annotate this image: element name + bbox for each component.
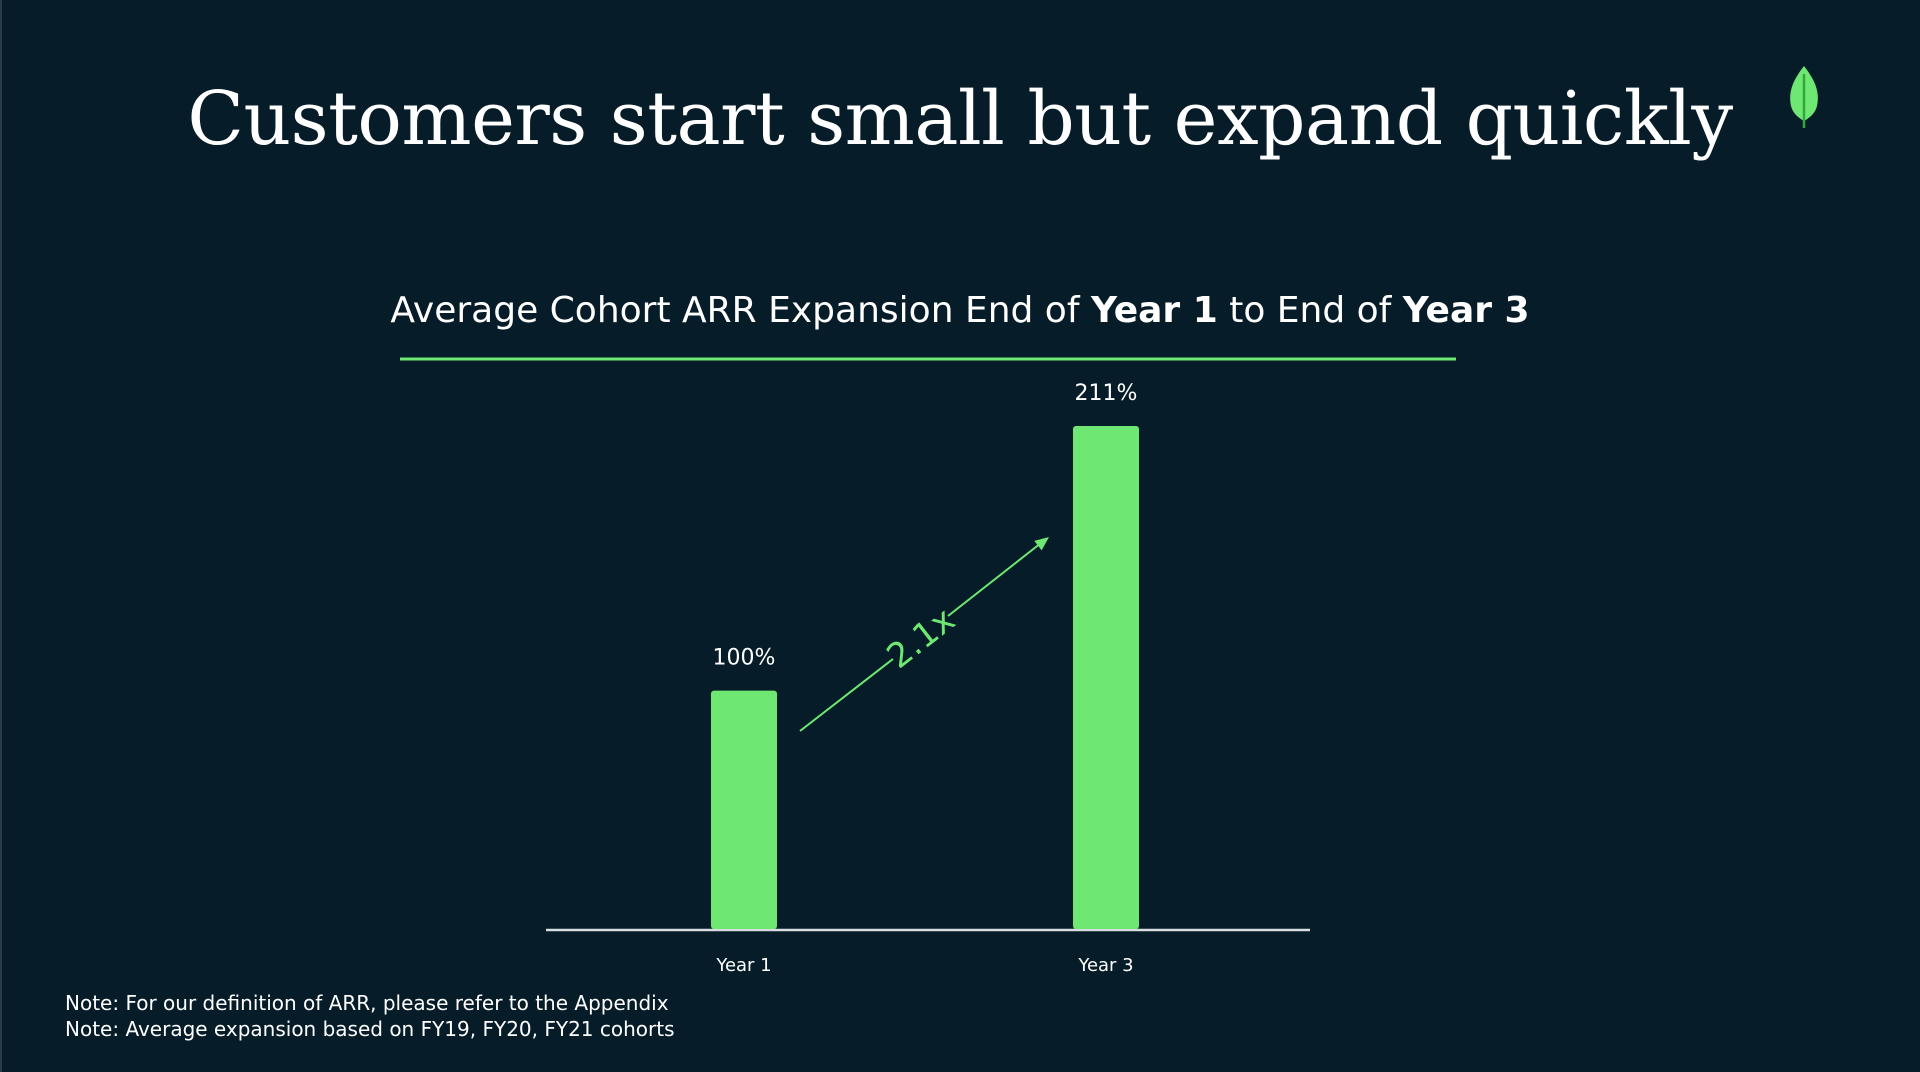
value-label-year-3: 211% [1075,381,1138,406]
chart-title-year1: Year 1 [1090,290,1218,331]
leaf-icon [1790,66,1818,128]
growth-arrow-head [1034,537,1049,551]
chart-title-part-1: Average Cohort ARR Expansion End of [390,290,1091,331]
footnotes: Note: For our definition of ARR, please … [65,990,675,1042]
chart-title-year3: Year 3 [1402,290,1530,331]
value-label-year-1: 100% [713,646,776,671]
growth-arrow-segment-1 [799,658,894,732]
footnote-1: Note: For our definition of ARR, please … [65,991,669,1015]
bar-year-1 [711,690,777,929]
footnote-2: Note: Average expansion based on FY19, F… [65,1017,675,1041]
tick-label-year-3: Year 3 [1077,955,1133,976]
chart-title: Average Cohort ARR Expansion End of Year… [0,290,1920,331]
growth-arrow-segment-2 [947,542,1042,617]
frame-edge [0,0,2,1072]
growth-annotation-label: 2.1x [880,600,963,677]
tick-label-year-1: Year 1 [715,955,771,976]
slide-title: Customers start small but expand quickly [187,76,1733,162]
bar-year-3 [1073,426,1139,929]
chart-title-part-3: to End of [1217,290,1403,331]
